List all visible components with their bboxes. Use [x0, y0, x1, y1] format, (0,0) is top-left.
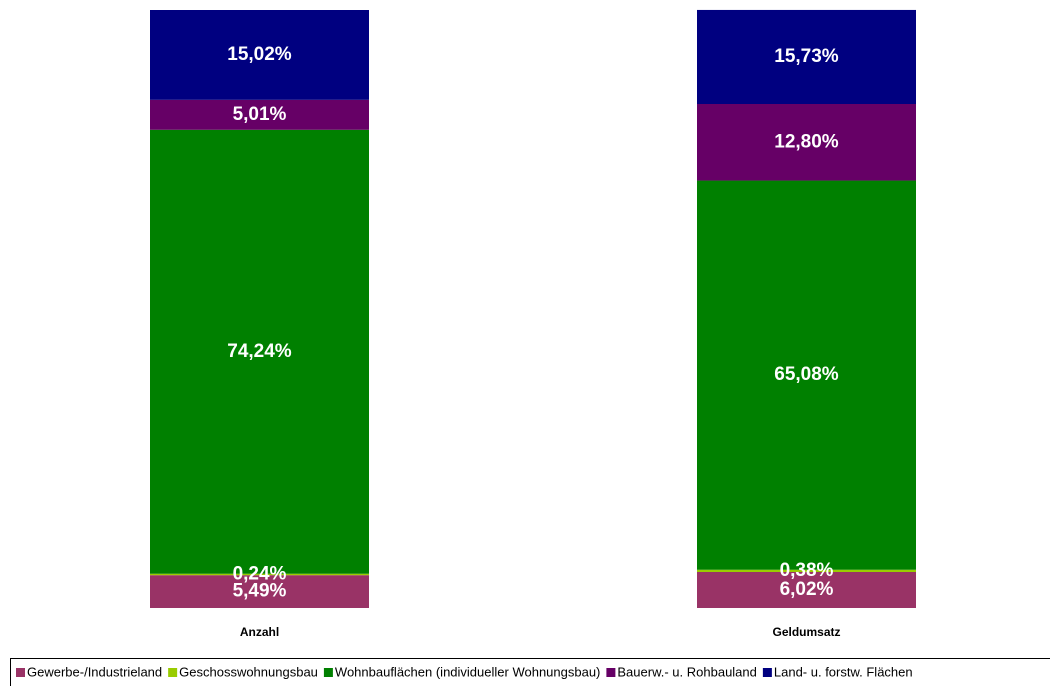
legend-label: Gewerbe-/Industrieland [27, 664, 162, 679]
legend-swatch [606, 668, 616, 677]
data-label: 0,24% [233, 563, 287, 584]
legend-box [10, 658, 1050, 686]
x-tick-label: Anzahl [240, 625, 279, 639]
x-tick-label: Geldumsatz [772, 625, 840, 639]
legend-swatch [762, 668, 772, 677]
legend-label: Wohnbauflächen (individueller Wohnungsba… [335, 664, 600, 679]
data-label: 5,49% [233, 581, 287, 602]
bar-segment [697, 572, 916, 608]
legend-swatch [323, 668, 333, 677]
bar-segment [697, 569, 916, 573]
bar-segment [150, 10, 369, 100]
data-label: 74,24% [227, 341, 292, 362]
legend-label: Geschosswohnungsbau [179, 664, 318, 679]
bar-segment [150, 573, 369, 576]
bar-segment [150, 99, 369, 130]
legend-swatch [16, 668, 25, 677]
bar-segment [697, 9, 916, 105]
data-label: 65,08% [774, 364, 839, 385]
data-label: 0,38% [780, 560, 834, 581]
bar-segment [150, 129, 369, 574]
data-label: 15,73% [774, 46, 839, 67]
bar-segment [150, 575, 369, 608]
data-label: 15,02% [227, 44, 292, 65]
bar-segment [697, 104, 916, 181]
data-label: 12,80% [774, 131, 839, 152]
bar-segment [697, 180, 916, 570]
legend-label: Bauerw.- u. Rohbauland [617, 664, 756, 679]
data-label: 6,02% [780, 579, 834, 600]
legend-label: Land- u. forstw. Flächen [774, 664, 913, 679]
legend-swatch [168, 668, 178, 677]
data-label: 5,01% [233, 104, 287, 125]
